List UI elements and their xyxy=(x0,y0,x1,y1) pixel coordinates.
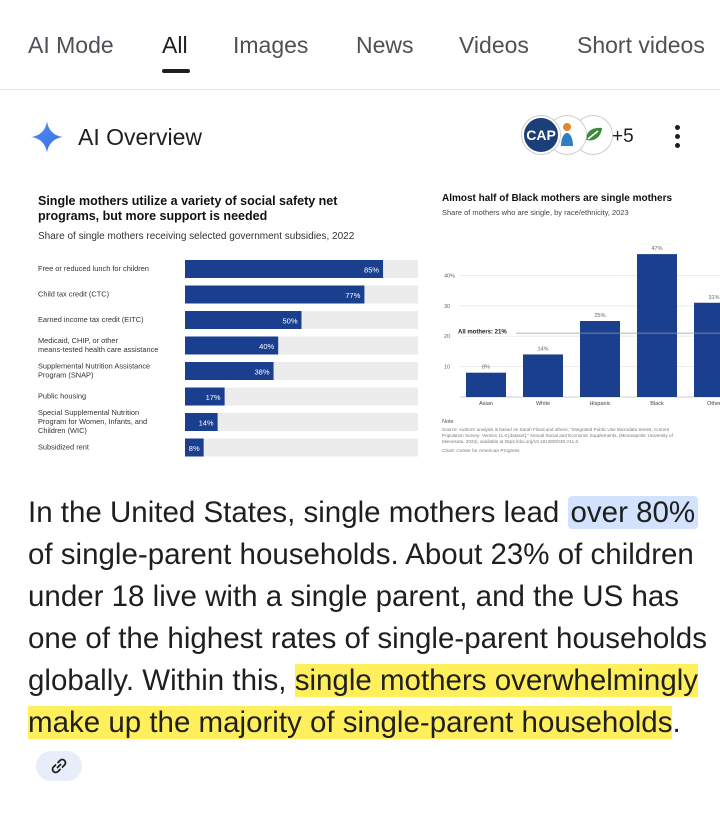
bar-value-label: 14% xyxy=(537,346,548,352)
bar-black xyxy=(637,254,677,397)
chart2-credit: Chart: Center for American Progress xyxy=(442,448,520,454)
gemini-spark-icon xyxy=(31,121,63,153)
bar-value-label: 47% xyxy=(651,246,662,252)
ai-overview-title: AI Overview xyxy=(78,124,202,150)
bar-7 xyxy=(185,438,204,457)
bar-1 xyxy=(185,285,365,304)
active-tab-indicator xyxy=(162,69,190,73)
tab-ai-mode[interactable]: AI Mode xyxy=(28,32,114,58)
bar-3 xyxy=(185,336,279,355)
reference-label-bg xyxy=(456,326,516,337)
bar-other xyxy=(694,302,720,397)
answer-highlight-link[interactable]: over 80% xyxy=(567,496,699,529)
bar-category-label: Earned income tax credit (EITC) xyxy=(38,315,144,324)
y-tick-label: 40% xyxy=(444,273,455,279)
bar-track xyxy=(185,438,418,457)
bar-category-label: Program (SNAP) xyxy=(38,371,93,380)
reference-label: All mothers: 21% xyxy=(458,330,507,336)
bar-track xyxy=(185,413,418,431)
ai-overview-header: AI Overview CAP +5 xyxy=(0,100,720,170)
bar-category-label: Public housing xyxy=(38,392,86,401)
leaf-logo-icon xyxy=(586,127,602,141)
chart-title-line1: Single mothers utilize a variety of soci… xyxy=(38,194,338,208)
x-category-label: Black xyxy=(650,401,664,407)
y-tick-label: 10 xyxy=(444,365,450,371)
tab-images[interactable]: Images xyxy=(233,32,309,58)
tab-all[interactable]: All xyxy=(162,32,188,58)
more-sources-count[interactable]: +5 xyxy=(612,126,634,147)
chart-image-subsidies[interactable]: Single mothers utilize a variety of soci… xyxy=(28,185,428,465)
x-category-label: Other xyxy=(707,401,720,407)
bar-value-label: 40% xyxy=(259,342,274,351)
more-options-icon[interactable] xyxy=(668,122,686,152)
answer-text-3: . xyxy=(672,706,681,739)
bar-value-label: 8% xyxy=(482,365,490,371)
bar-value-label: 31% xyxy=(708,295,719,301)
bar-category-label: Free or reduced lunch for children xyxy=(38,264,149,273)
bar-category-label: means-tested health care assistance xyxy=(38,345,158,354)
bar-value-label: 85% xyxy=(364,266,379,275)
x-category-label: Asian xyxy=(479,401,493,407)
bar-category-label: Program for Women, Infants, and xyxy=(38,417,147,426)
bar-5 xyxy=(185,387,225,406)
ai-overview-answer: In the United States, single mothers lea… xyxy=(28,492,708,786)
bar-0 xyxy=(185,260,384,278)
bar-6 xyxy=(185,413,218,431)
bar-category-label: Supplemental Nutrition Assistance xyxy=(38,362,150,371)
source-favicon-cap[interactable]: CAP xyxy=(522,116,560,154)
x-category-label: White xyxy=(536,401,550,407)
chart2-source-line2: Population Survey: Version 11.0 [dataset… xyxy=(442,433,674,438)
tab-short-videos[interactable]: Short videos xyxy=(577,32,705,58)
link-icon xyxy=(51,758,67,774)
bar-white xyxy=(523,354,563,397)
bar-category-label: Children (WIC) xyxy=(38,426,87,435)
bar-2 xyxy=(185,311,302,329)
search-tabs: AI Mode All Images News Videos Short vid… xyxy=(0,0,720,90)
answer-text-2: of single-parent households. About 23% o… xyxy=(28,538,707,697)
chart2-source-line1: Source: Authors' analysis is based on Sa… xyxy=(442,427,670,432)
bar-hispanic xyxy=(580,321,620,397)
bar-value-label: 8% xyxy=(189,444,200,453)
bar-value-label: 38% xyxy=(255,368,270,377)
bar-value-label: 77% xyxy=(345,291,360,300)
bar-value-label: 50% xyxy=(282,317,297,326)
chart-title-line2: programs, but more support is needed xyxy=(38,209,267,223)
citation-link-button[interactable] xyxy=(36,751,82,782)
answer-text-1: In the United States, single mothers lea… xyxy=(28,496,568,529)
bar-category-label: Child tax credit (CTC) xyxy=(38,290,109,299)
chart2-subtitle: Share of mothers who are single, by race… xyxy=(442,208,629,217)
chart2-title: Almost half of Black mothers are single … xyxy=(442,193,672,204)
bar-category-label: Subsidized rent xyxy=(38,443,89,452)
bar-track xyxy=(185,387,418,406)
tab-news[interactable]: News xyxy=(356,32,414,58)
person-logo-icon xyxy=(561,123,573,146)
y-tick-label: 30 xyxy=(444,304,450,310)
tab-videos[interactable]: Videos xyxy=(459,32,529,58)
subsidies-bar-chart: Single mothers utilize a variety of soci… xyxy=(28,185,428,465)
bar-value-label: 17% xyxy=(206,393,221,402)
bar-category-label: Special Supplemental Nutrition xyxy=(38,408,139,417)
chart2-note: Note xyxy=(442,419,454,425)
chart-subtitle: Share of single mothers receiving select… xyxy=(38,231,355,242)
bar-value-label: 14% xyxy=(199,419,214,428)
bar-value-label: 25% xyxy=(594,313,605,319)
chart2-source-line3: Minnesota, 2023), available at https://d… xyxy=(442,439,579,444)
x-category-label: Hispanic xyxy=(589,401,610,407)
bar-asian xyxy=(466,372,506,397)
race-bar-chart: Almost half of Black mothers are single … xyxy=(436,185,720,465)
chart-image-race[interactable]: Almost half of Black mothers are single … xyxy=(436,185,720,465)
bar-4 xyxy=(185,362,274,380)
y-tick-label: 20 xyxy=(444,334,450,340)
bar-category-label: Medicaid, CHIP, or other xyxy=(38,336,119,345)
